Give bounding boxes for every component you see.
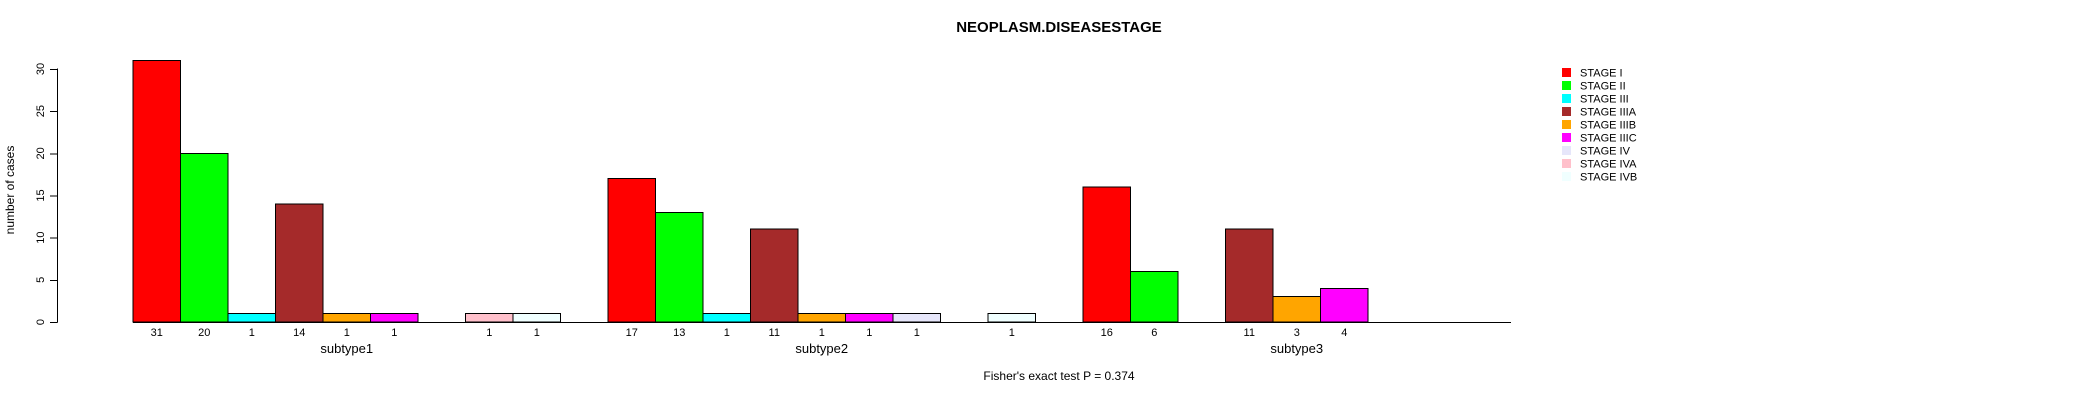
y-tick-label: 20 [35, 147, 47, 159]
bar [1272, 296, 1321, 323]
bar [987, 313, 1036, 323]
legend-swatch [1562, 159, 1571, 168]
bar [1225, 228, 1274, 323]
bar [892, 313, 941, 323]
bar-value-label: 31 [151, 327, 163, 339]
legend-label: STAGE IIIC [1580, 133, 1637, 145]
y-tick-label: 30 [35, 63, 47, 75]
group-label: subtype2 [795, 341, 848, 356]
legend-label: STAGE I [1580, 68, 1623, 80]
legend-label: STAGE IVB [1580, 172, 1637, 184]
bar-value-label: 17 [626, 327, 638, 339]
legend-label: STAGE II [1580, 81, 1626, 93]
bar-value-label: 1 [391, 327, 397, 339]
legend-swatch [1562, 146, 1571, 155]
bar [845, 313, 894, 323]
y-tick-label: 0 [35, 319, 47, 325]
legend-label: STAGE IVA [1580, 159, 1637, 171]
bar [180, 152, 229, 323]
bar-value-label: 1 [534, 327, 540, 339]
bar [1320, 287, 1369, 323]
axes-group: 0 5 10 15 20 25 30 [35, 63, 1511, 325]
y-tick-label: 10 [35, 232, 47, 244]
bar [465, 313, 514, 323]
chart-title: NEOPLASM.DISEASESTAGE [956, 19, 1162, 36]
bar [750, 228, 799, 323]
bar-value-label: 6 [1151, 327, 1157, 339]
group-label: subtype1 [320, 341, 373, 356]
legend-label: STAGE IIIB [1580, 120, 1636, 132]
bar [655, 211, 704, 323]
bar-value-label: 1 [344, 327, 350, 339]
bar-value-label: 4 [1341, 327, 1347, 339]
bar-value-label: 11 [1244, 327, 1255, 339]
bar [797, 313, 846, 323]
bar-value-label: 3 [1294, 327, 1300, 339]
bar-value-label: 1 [866, 327, 872, 339]
legend-label: STAGE IV [1580, 146, 1631, 158]
fisher-test-note: Fisher's exact test P = 0.374 [983, 369, 1134, 383]
bar-value-label: 1 [249, 327, 255, 339]
bar [1130, 270, 1179, 323]
legend-swatch [1562, 133, 1571, 142]
y-tick-label: 15 [35, 189, 47, 201]
bar [275, 203, 324, 323]
bar-value-label: 1 [819, 327, 825, 339]
bars-group [132, 60, 1369, 323]
legend-swatch [1562, 172, 1571, 181]
bar-value-label: 20 [198, 327, 210, 339]
legend-swatch [1562, 94, 1571, 103]
legend-swatch [1562, 81, 1571, 90]
legend-swatch [1562, 120, 1571, 129]
bar-value-label: 16 [1101, 327, 1113, 339]
bar [512, 313, 561, 323]
bar-value-label: 11 [769, 327, 780, 339]
y-tick-label: 25 [35, 105, 47, 117]
legend-swatch [1562, 107, 1571, 116]
bar-value-label: 1 [724, 327, 730, 339]
bar [1082, 186, 1131, 323]
bar-value-label: 14 [293, 327, 305, 339]
bar [322, 313, 371, 323]
legend-label: STAGE III [1580, 94, 1629, 106]
y-tick-label: 5 [35, 277, 47, 283]
bar [132, 60, 181, 323]
bar [227, 313, 276, 323]
group-label: subtype3 [1270, 341, 1323, 356]
bar [607, 178, 656, 323]
bar [702, 313, 751, 323]
bar-value-label: 13 [673, 327, 685, 339]
legend-label: STAGE IIIA [1580, 107, 1637, 119]
y-axis-label: number of cases [3, 146, 17, 235]
bar-value-label: 1 [1009, 327, 1015, 339]
bar-value-label: 1 [486, 327, 492, 339]
bar [370, 313, 419, 323]
bar-value-label: 1 [914, 327, 920, 339]
legend-swatch [1562, 68, 1571, 77]
